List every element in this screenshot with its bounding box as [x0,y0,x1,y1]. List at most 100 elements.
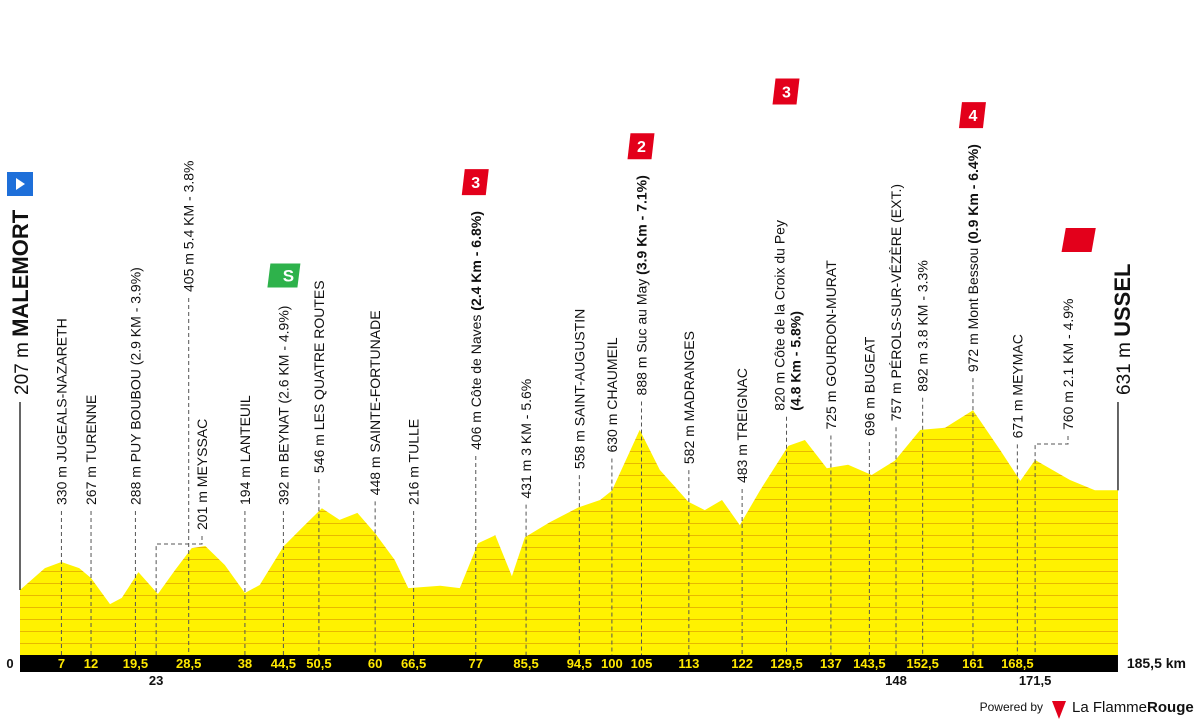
waypoint-label: 820 m Côte de la Croix du Pey(4.8 Km - 5… [772,220,804,411]
waypoint-label: 888 m Suc au May (3.9 Km - 7.1%) [633,175,649,395]
finish-flag [1061,228,1096,252]
finish-km: 185,5 km [1127,655,1186,671]
km-label: 113 [678,656,699,671]
waypoint-text: 267 m TURENNE [83,395,99,505]
waypoint-label: 892 m 3.8 KM - 3.3% [915,260,931,392]
waypoint-text: 630 m CHAUMEIL [604,337,620,452]
km-label: 94,5 [567,656,592,671]
km-label-row2: 23 [149,673,163,688]
waypoint-label: 558 m SAINT-AUGUSTIN [571,309,587,469]
waypoint-text: 201 m MEYSSAC [194,419,210,530]
waypoint-label: 757 m PÉROLS-SUR-VÉZÈRE (EXT.) [888,184,904,421]
waypoint-detail: (3.9 Km - 7.1%) [633,175,649,275]
km-label: 50,5 [306,656,331,671]
climb-category: 3 [782,84,791,101]
waypoint-text: 483 m TREIGNAC [734,368,750,483]
waypoint-text: 216 m TULLE [406,419,422,505]
waypoint-label: 431 m 3 KM - 5.6% [518,379,534,499]
km-label: 44,5 [271,656,296,671]
start-km: 0 [6,656,13,671]
km-label: 168,5 [1001,656,1034,671]
waypoint-label: 483 m TREIGNAC [734,368,750,483]
km-label: 38 [238,656,252,671]
finish-flag-check [1121,235,1127,240]
sprint-badge [267,263,301,288]
waypoint-detail: (0.9 Km - 6.4%) [965,144,981,244]
finish-flag-check [1107,230,1113,235]
waypoint-text: 392 m BEYNAT (2.6 KM - 4.9%) [275,306,291,505]
waypoint-text: 892 m 3.8 KM - 3.3% [915,260,931,392]
footer: Powered by La FlammeRouge [980,699,1194,719]
finish-flag-check [1119,245,1125,250]
waypoint-label: 696 m BUGEAT [861,336,877,436]
km-label: 60 [368,656,382,671]
brand-name-bold: Rouge [1147,699,1194,716]
waypoint-text: 760 m 2.1 KM - 4.9% [1060,298,1076,430]
start-elevation: 207 m [12,342,33,395]
climb-badge [627,133,655,160]
finish-flag-check [1111,235,1117,240]
waypoint-label: 725 m GOURDON-MURAT [823,260,839,430]
waypoint-label: 972 m Mont Bessou (0.9 Km - 6.4%) [965,144,981,372]
km-label: 129,5 [770,656,803,671]
km-label: 105 [631,656,653,671]
finish-flag-check [1127,230,1133,235]
powered-by: Powered by [980,700,1043,714]
waypoint-text: 288 m PUY BOUBOU (2.9 KM - 3.9%) [127,267,143,505]
waypoint-text: 194 m LANTEUIL [237,395,253,505]
finish-label: 631 m USSEL [1110,264,1135,395]
waypoint-text: 725 m GOURDON-MURAT [823,260,839,430]
waypoint-label: 405 m 5.4 KM - 3.8% [181,160,197,292]
waypoint-text: 696 m BUGEAT [861,336,877,436]
waypoint-detail: (2.4 Km - 6.8%) [468,211,484,311]
start-label: 207 m MALEMORT [8,209,33,395]
waypoint-text: 671 m MEYMAC [1009,334,1025,438]
waypoint-label: 630 m CHAUMEIL [604,337,620,452]
climb-category: 3 [471,175,480,192]
waypoint-label: 194 m LANTEUIL [237,395,253,505]
waypoint-label: 216 m TULLE [406,419,422,505]
climb-category: 2 [637,139,646,156]
km-label: 7 [58,656,65,671]
waypoint-text: 757 m PÉROLS-SUR-VÉZÈRE (EXT.) [888,184,904,421]
km-label: 28,5 [176,656,201,671]
brand-name: La Flamme [1072,699,1147,716]
waypoint-detail: (4.8 Km - 5.8%) [788,311,804,411]
waypoint-text: 448 m SAINTE-FORTUNADE [367,310,383,495]
km-label: 100 [601,656,623,671]
waypoint-text: 330 m JUGEALS-NAZARETH [53,318,69,505]
waypoint-leader [1034,436,1069,655]
km-label: 143,5 [853,656,886,671]
finish-flag-check [1115,240,1121,245]
waypoint-text: 546 m LES QUATRE ROUTES [311,280,327,473]
waypoint-text: 582 m MADRANGES [681,331,697,464]
waypoint-text: 431 m 3 KM - 5.6% [518,379,534,499]
waypoint-label: 448 m SAINTE-FORTUNADE [367,310,383,495]
km-label: 12 [84,656,98,671]
km-label: 137 [820,656,842,671]
elevation-profile [20,410,1118,655]
waypoint-leader [155,536,203,655]
brand: La FlammeRouge [1072,699,1194,716]
km-label: 77 [469,656,483,671]
finish-elevation: 631 m [1114,342,1135,395]
waypoint-text: 972 m Mont Bessou [965,248,981,373]
waypoint-text: 405 m 5.4 KM - 3.8% [181,160,197,292]
km-label: 161 [962,656,984,671]
start-name: MALEMORT [8,209,33,337]
climb-badge [461,169,489,196]
km-bar [20,655,1118,672]
waypoint-label: 582 m MADRANGES [681,331,697,464]
sprint-label: S [283,267,294,286]
start-flag-arrow [16,178,25,190]
waypoint-text: 558 m SAINT-AUGUSTIN [571,309,587,469]
climb-badge [772,78,800,105]
finish-name: USSEL [1110,264,1135,337]
waypoint-text: 820 m Côte de la Croix du Pey [772,220,788,411]
km-label: 122 [731,656,753,671]
km-label-row2: 148 [885,673,907,688]
finish-flag-check [1109,245,1115,250]
km-label: 66,5 [401,656,426,671]
waypoint-text: 888 m Suc au May [633,279,649,396]
brand-icon [1052,701,1066,719]
